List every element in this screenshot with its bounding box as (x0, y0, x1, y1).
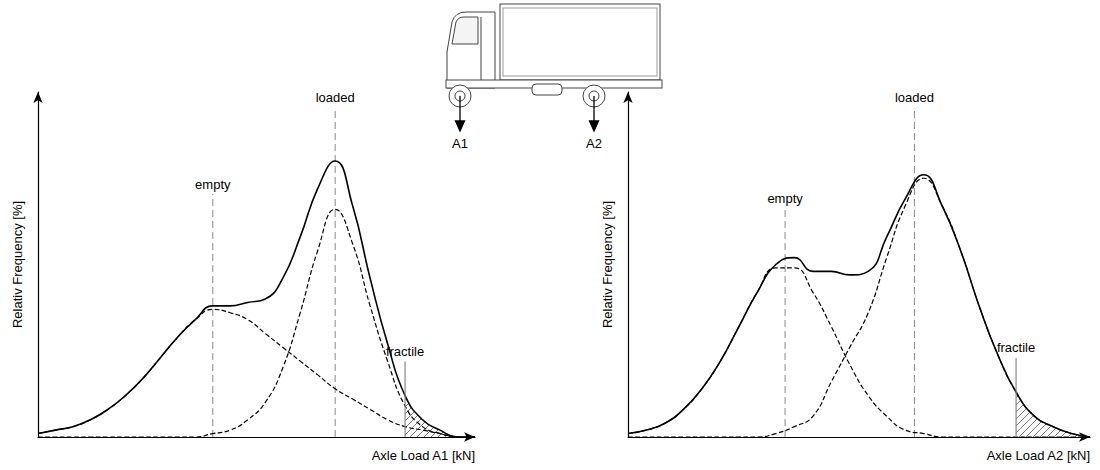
svg-text:Axle Load A2 [kN]: Axle Load A2 [kN] (987, 448, 1090, 463)
svg-text:A2: A2 (586, 136, 602, 151)
svg-text:fractile: fractile (997, 340, 1035, 355)
svg-text:empty: empty (767, 191, 803, 206)
svg-text:Relativ Frequency [%]: Relativ Frequency [%] (10, 201, 25, 328)
svg-text:A1: A1 (452, 136, 468, 151)
svg-text:loaded: loaded (316, 90, 355, 105)
svg-text:Relativ Frequency [%]: Relativ Frequency [%] (600, 201, 615, 328)
svg-text:Axle Load A1 [kN]: Axle Load A1 [kN] (372, 448, 475, 463)
svg-text:empty: empty (195, 177, 231, 192)
svg-text:fractile: fractile (386, 344, 424, 359)
svg-text:loaded: loaded (895, 90, 934, 105)
